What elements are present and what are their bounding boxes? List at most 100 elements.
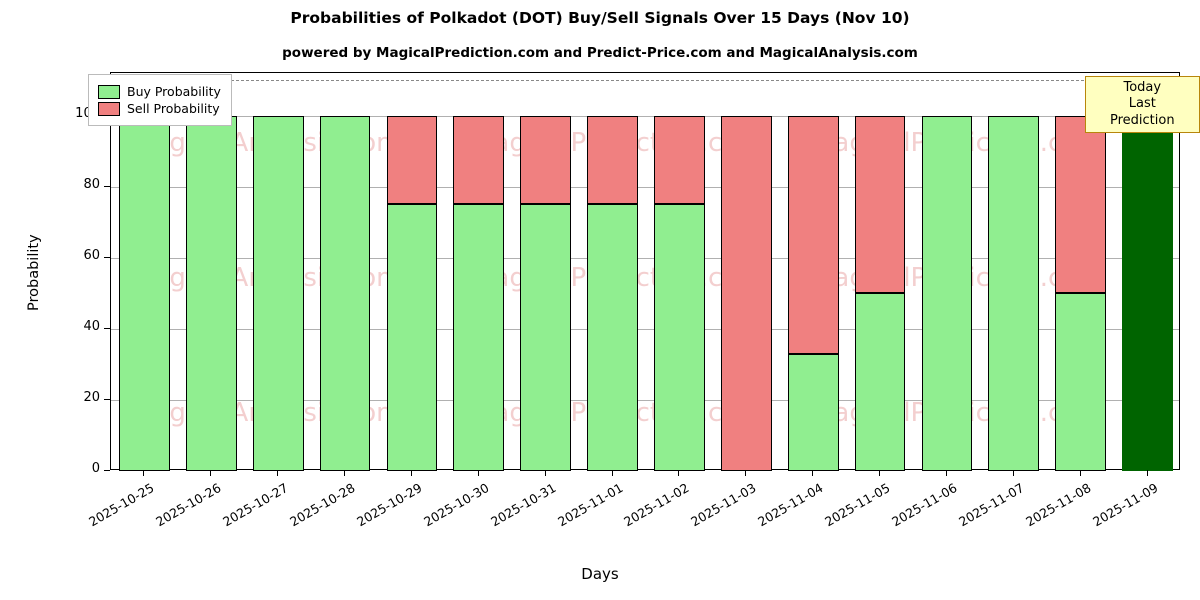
bar-segment-buy[interactable] bbox=[988, 115, 1040, 471]
bar-group[interactable] bbox=[185, 73, 237, 471]
bar-group[interactable] bbox=[520, 73, 572, 471]
bar-group[interactable] bbox=[654, 73, 705, 471]
x-tick-label: 2025-11-07 bbox=[955, 480, 1027, 530]
bar-segment-buy[interactable] bbox=[185, 115, 237, 471]
x-tick-mark bbox=[1079, 470, 1081, 476]
gridline bbox=[111, 399, 1179, 401]
y-tick-mark bbox=[104, 256, 110, 258]
bar-group[interactable] bbox=[587, 73, 638, 471]
legend-item-buy: Buy Probability bbox=[98, 84, 221, 99]
bar-segment-sell[interactable] bbox=[1055, 115, 1107, 294]
x-tick-label: 2025-11-02 bbox=[621, 480, 692, 530]
gridline bbox=[111, 328, 1179, 330]
bar-segment-sell[interactable] bbox=[386, 115, 438, 205]
bar-segment-buy[interactable] bbox=[319, 115, 371, 471]
chart-title: Probabilities of Polkadot (DOT) Buy/Sell… bbox=[290, 9, 910, 27]
legend-swatch-buy bbox=[98, 84, 120, 99]
bar-segment-buy[interactable] bbox=[453, 204, 505, 471]
x-tick-label: 2025-10-31 bbox=[487, 480, 559, 530]
bar-segment-buy[interactable] bbox=[119, 115, 170, 471]
legend-item-sell: Sell Probability bbox=[98, 101, 221, 116]
bar-segment-sell[interactable] bbox=[453, 115, 505, 205]
today-annotation: Today Last Prediction bbox=[1084, 76, 1200, 133]
bar-segment-buy[interactable] bbox=[921, 115, 973, 471]
x-tick-mark bbox=[344, 470, 346, 476]
bar-segment-buy[interactable] bbox=[787, 353, 839, 471]
x-tick-mark bbox=[277, 470, 279, 476]
x-tick-label: 2025-11-08 bbox=[1022, 480, 1094, 530]
y-tick-label: 0 bbox=[91, 461, 100, 476]
x-tick-label: 2025-11-05 bbox=[822, 480, 893, 530]
x-tick-mark bbox=[678, 470, 680, 476]
bar-segment-sell[interactable] bbox=[654, 115, 705, 205]
bar-segment-buy[interactable] bbox=[654, 204, 705, 471]
bar-group[interactable] bbox=[988, 73, 1040, 471]
bar-segment-buy[interactable] bbox=[520, 204, 572, 471]
y-tick-label: 80 bbox=[83, 176, 100, 192]
x-tick-mark bbox=[611, 470, 613, 476]
legend-label-buy: Buy Probability bbox=[127, 84, 221, 99]
x-tick-mark bbox=[745, 470, 747, 476]
x-tick-mark bbox=[1146, 470, 1148, 476]
bar-segment-sell[interactable] bbox=[720, 115, 772, 471]
bar-group[interactable] bbox=[453, 73, 505, 471]
x-tick-label: 2025-11-01 bbox=[554, 480, 626, 530]
bar-group[interactable] bbox=[119, 73, 170, 471]
legend: Buy Probability Sell Probability bbox=[88, 74, 232, 126]
bar-segment-today[interactable] bbox=[1122, 115, 1173, 471]
bar-group[interactable] bbox=[921, 73, 973, 471]
bar-segment-buy[interactable] bbox=[587, 204, 638, 471]
y-tick-mark bbox=[104, 398, 110, 400]
gridline bbox=[111, 186, 1179, 188]
y-axis-label: Probability bbox=[26, 234, 42, 311]
bar-segment-sell[interactable] bbox=[787, 115, 839, 354]
x-tick-label: 2025-10-28 bbox=[287, 480, 358, 530]
bar-group[interactable] bbox=[720, 73, 772, 471]
y-tick-mark bbox=[104, 470, 110, 471]
bar-segment-sell[interactable] bbox=[520, 115, 572, 205]
bar-segment-buy[interactable] bbox=[854, 293, 906, 471]
today-annotation-line2: Last Prediction bbox=[1109, 96, 1175, 128]
bar-group[interactable] bbox=[1122, 73, 1173, 471]
x-tick-label: 2025-10-30 bbox=[420, 480, 492, 530]
x-tick-mark bbox=[410, 470, 412, 476]
x-tick-mark bbox=[945, 470, 947, 476]
y-tick-mark bbox=[104, 327, 110, 329]
x-tick-mark bbox=[879, 470, 881, 476]
x-tick-label: 2025-11-09 bbox=[1089, 480, 1161, 530]
x-tick-label: 2025-10-27 bbox=[220, 480, 291, 530]
bar-segment-buy[interactable] bbox=[252, 115, 304, 471]
bar-segment-sell[interactable] bbox=[587, 115, 638, 205]
y-tick-label: 60 bbox=[83, 247, 100, 263]
x-tick-mark bbox=[812, 470, 814, 476]
x-tick-mark bbox=[143, 470, 145, 476]
x-tick-mark bbox=[544, 470, 546, 476]
x-tick-label: 2025-11-04 bbox=[755, 480, 826, 530]
bar-group[interactable] bbox=[252, 73, 304, 471]
x-tick-mark bbox=[477, 470, 479, 476]
gridline bbox=[111, 257, 1179, 259]
bar-group[interactable] bbox=[1055, 73, 1107, 471]
chart-subtitle: powered by MagicalPrediction.com and Pre… bbox=[282, 45, 918, 61]
y-tick-mark bbox=[104, 185, 110, 187]
y-tick-label: 40 bbox=[83, 318, 100, 334]
legend-label-sell: Sell Probability bbox=[127, 101, 220, 116]
x-tick-label: 2025-10-26 bbox=[153, 480, 224, 530]
bar-group[interactable] bbox=[787, 73, 839, 471]
gridline bbox=[111, 115, 1179, 117]
x-tick-mark bbox=[1012, 470, 1014, 476]
bar-series-layer bbox=[111, 73, 1181, 471]
bar-segment-buy[interactable] bbox=[386, 204, 438, 471]
legend-swatch-sell bbox=[98, 101, 120, 116]
bar-segment-sell[interactable] bbox=[854, 115, 906, 294]
y-tick-label: 20 bbox=[83, 389, 100, 405]
bar-group[interactable] bbox=[319, 73, 371, 471]
bar-segment-buy[interactable] bbox=[1055, 293, 1107, 471]
bar-group[interactable] bbox=[386, 73, 438, 471]
x-axis-label: Days bbox=[581, 565, 619, 583]
today-annotation-line1: Today bbox=[1123, 80, 1162, 95]
x-tick-label: 2025-11-03 bbox=[688, 480, 759, 530]
bar-group[interactable] bbox=[854, 73, 906, 471]
reference-dashed-line bbox=[111, 80, 1179, 82]
